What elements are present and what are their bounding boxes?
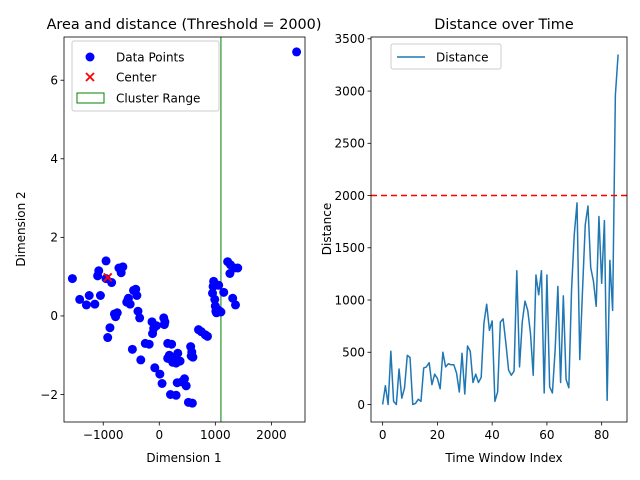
data-point: [84, 291, 94, 300]
line-y-tick-label: 500: [342, 346, 365, 360]
scatter-y-tick-label: 2: [50, 231, 58, 245]
data-point: [103, 333, 113, 343]
data-point: [118, 262, 128, 272]
line-x-tick-label: 60: [539, 428, 554, 442]
scatter-chart-y-axis-label: Dimension 2: [14, 191, 28, 266]
scatter-y-tick-label: 6: [50, 74, 58, 88]
legend-data-points-label: Data Points: [116, 51, 185, 65]
data-point: [181, 381, 191, 391]
distance-series-line: [381, 54, 619, 406]
data-point: [136, 355, 146, 365]
legend-cluster-range-label: Cluster Range: [116, 92, 200, 106]
legend-distance-label: Distance: [436, 51, 488, 65]
data-point: [155, 369, 165, 379]
data-point: [132, 291, 142, 300]
data-point: [160, 317, 170, 327]
data-point: [150, 363, 160, 373]
line-legend-box: [390, 43, 502, 70]
data-point: [173, 348, 183, 358]
line-y-tick-label: 2000: [334, 189, 365, 203]
legend-center-marker: [85, 72, 95, 82]
scatter-legend: Data Points Center Cluster Range: [71, 40, 220, 112]
line-y-tick-label: 1000: [334, 293, 365, 307]
scatter-x-tick-label: −1000: [83, 428, 124, 442]
line-chart: Distance over Time Time Window Index Dis…: [320, 17, 628, 465]
scatter-chart-x-axis-label: Dimension 1: [146, 451, 221, 465]
data-point: [157, 379, 167, 388]
line-x-tick-label: 0: [379, 428, 387, 442]
data-point: [94, 266, 104, 276]
data-point: [171, 390, 181, 400]
scatter-axes-frame: [63, 36, 306, 423]
data-point: [112, 308, 122, 318]
scatter-x-tick-label: 0: [155, 428, 163, 442]
data-point: [101, 256, 111, 266]
scatter-y-tick-label: 4: [50, 152, 58, 166]
line-chart-x-axis-label: Time Window Index: [444, 451, 562, 465]
data-point: [180, 374, 189, 384]
data-point: [105, 323, 115, 333]
scatter-x-tick-label: 2000: [256, 428, 287, 442]
legend-data-points-marker: [85, 52, 95, 62]
scatter-plot-area: −1000 0 1000 2000 −2 0 2 4 6: [40, 36, 306, 442]
data-point: [216, 307, 226, 317]
legend-cluster-range-marker: [76, 92, 105, 104]
data-point: [292, 47, 302, 57]
data-point: [219, 287, 229, 297]
data-point: [144, 339, 154, 349]
scatter-chart-title: Area and distance (Threshold = 2000): [47, 17, 322, 33]
line-plot-area: 0 20 40 60 80 0 500 1000 1500 2000 2500 3000 3500: [334, 32, 628, 442]
data-point: [231, 300, 241, 310]
data-point: [202, 331, 212, 341]
scatter-y-tick-label: 0: [50, 309, 58, 323]
center-point: [103, 272, 113, 283]
line-axes-frame: [370, 36, 628, 423]
data-point: [95, 291, 105, 300]
line-x-tick-label: 80: [594, 428, 609, 442]
data-point: [151, 321, 161, 331]
scatter-legend-box: [71, 40, 220, 112]
scatter-x-tick-label: 1000: [200, 428, 231, 442]
scatter-chart: Area and distance (Threshold = 2000) Dim…: [14, 17, 321, 465]
data-point: [210, 294, 220, 304]
data-point: [81, 300, 91, 310]
data-point: [127, 344, 137, 354]
line-chart-title: Distance over Time: [434, 17, 574, 33]
data-point: [125, 299, 135, 309]
data-point: [188, 352, 198, 362]
line-legend: Distance: [390, 43, 502, 70]
data-point: [90, 299, 100, 309]
data-point: [187, 398, 197, 408]
line-y-tick-label: 0: [357, 398, 365, 412]
data-point: [175, 356, 185, 366]
line-y-tick-label: 3000: [334, 84, 365, 98]
data-point: [214, 280, 224, 290]
line-y-tick-label: 2500: [334, 137, 365, 151]
data-point: [67, 274, 77, 284]
scatter-y-tick-label: −2: [40, 388, 58, 402]
data-point: [75, 294, 85, 304]
legend-center-label: Center: [116, 71, 156, 85]
line-x-tick-label: 40: [485, 428, 500, 442]
data-point: [135, 313, 145, 323]
data-point: [167, 339, 177, 349]
line-y-tick-label: 3500: [334, 32, 365, 46]
data-point: [233, 263, 243, 273]
line-x-tick-label: 20: [430, 428, 445, 442]
line-chart-y-axis-label: Distance: [320, 203, 334, 255]
line-y-tick-label: 1500: [334, 241, 365, 255]
